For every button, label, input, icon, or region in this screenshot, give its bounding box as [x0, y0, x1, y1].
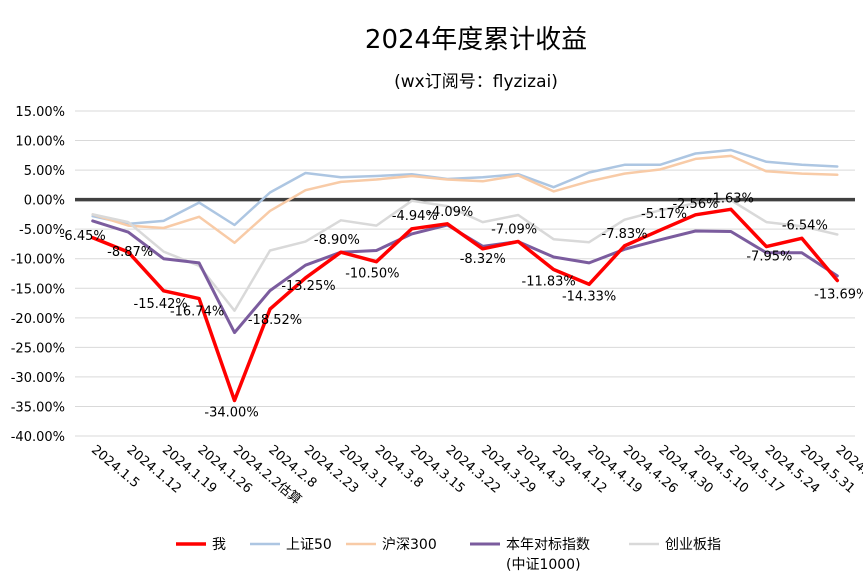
data-label: -34.00% [204, 406, 258, 421]
data-label: -8.87% [107, 245, 153, 260]
legend-label: 本年对标指数 [506, 537, 590, 553]
data-label: -7.09% [491, 223, 537, 238]
series-lines [90, 148, 840, 403]
data-label: -13.69% [814, 288, 863, 303]
y-tick-label: 15.00% [15, 105, 65, 120]
legend-label: 沪深300 [382, 537, 437, 553]
data-label: -6.54% [782, 218, 828, 233]
x-axis-ticks: 2024.1.52024.1.122024.1.192024.1.262024.… [88, 443, 863, 508]
y-tick-label: -5.00% [19, 223, 65, 238]
data-label: -5.17% [641, 207, 687, 222]
series-line-2 [91, 154, 839, 245]
series-line-1 [91, 148, 839, 227]
data-label: -10.50% [345, 267, 399, 282]
data-label: -7.95% [746, 250, 792, 265]
data-label: -11.83% [522, 275, 576, 290]
y-axis-ticks: 15.00% 10.00% 5.00% 0.00% -5.00% -10.00% -15.0… [11, 105, 65, 445]
series-line-4 [91, 198, 839, 312]
data-label: -18.52% [248, 313, 302, 328]
y-tick-label: -10.00% [11, 253, 65, 268]
data-label: -15.42% [134, 297, 188, 312]
data-labels: -6.45%-8.87% -15.42%-16.74% -34.00% -18.52%… [60, 191, 863, 420]
legend: 我 上证50 沪深300 本年对标指数 (中证1000) 创业板指 [176, 537, 721, 573]
data-label: -6.45% [60, 229, 106, 244]
data-label: -7.83% [602, 227, 648, 242]
data-label: -8.32% [460, 252, 506, 267]
chart-subtitle: (wx订阅号：flyzizai) [394, 72, 558, 92]
data-label: -1.63% [708, 191, 754, 206]
data-label: -2.56% [672, 197, 718, 212]
data-label: -4.94% [392, 209, 438, 224]
chart-title: 2024年度累计收益 [365, 25, 587, 55]
y-tick-label: -35.00% [11, 400, 65, 415]
y-tick-label: -40.00% [11, 430, 65, 445]
y-tick-label: 0.00% [24, 194, 65, 209]
data-label: -14.33% [562, 289, 616, 304]
legend-label: (中证1000) [506, 557, 581, 573]
data-label: -16.74% [170, 305, 224, 320]
y-tick-label: 10.00% [15, 135, 65, 150]
data-label: -13.25% [281, 279, 335, 294]
legend-label: 创业板指 [665, 537, 721, 553]
legend-label: 我 [212, 537, 226, 553]
data-label: -4.09% [427, 205, 473, 220]
y-tick-label: -25.00% [11, 341, 65, 356]
y-tick-label: -15.00% [11, 282, 65, 297]
series-line-0 [90, 207, 840, 403]
y-tick-label: -20.00% [11, 312, 65, 327]
y-tick-label: -30.00% [11, 371, 65, 386]
data-label: -8.90% [314, 233, 360, 248]
y-tick-label: 5.00% [24, 164, 65, 179]
legend-label: 上证50 [286, 537, 332, 553]
